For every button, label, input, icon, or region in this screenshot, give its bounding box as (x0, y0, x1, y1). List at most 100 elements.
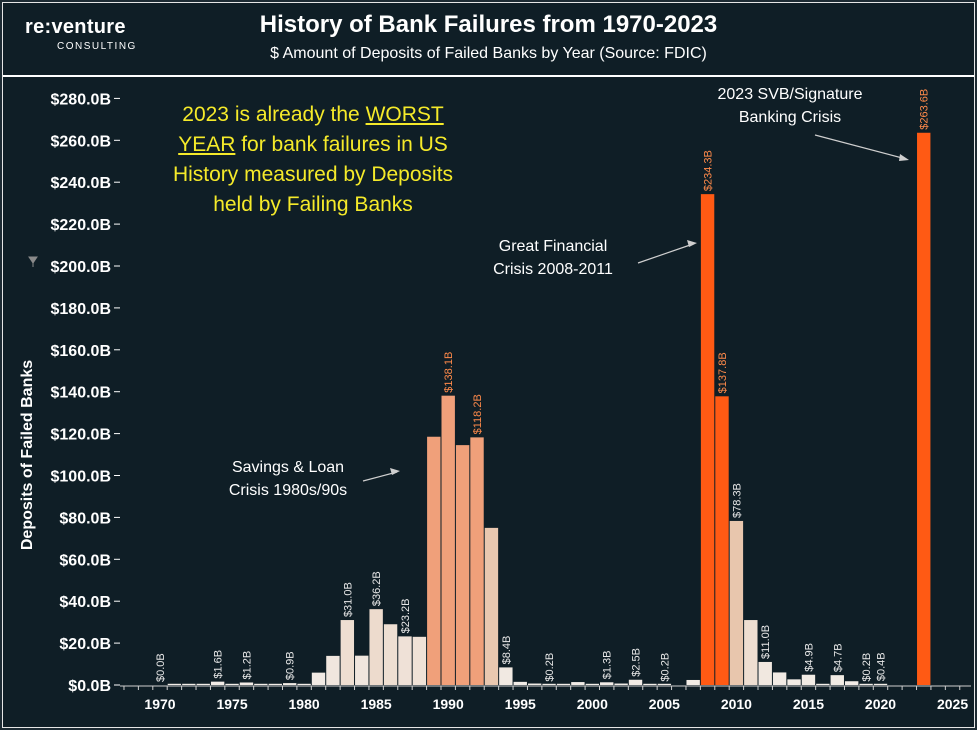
bar-1974 (210, 681, 225, 685)
bar-2020 (873, 683, 888, 685)
gfc-arrow (637, 243, 694, 264)
y-axis: $0.0B $20.0B $40.0B $60.0B $80.0B $100.0B $120… (51, 91, 120, 695)
data-label-1987: $23.2B (400, 599, 412, 634)
bar-2009 (715, 396, 729, 685)
logo: re:venture (25, 16, 126, 38)
snl-arrow (362, 471, 398, 482)
bar-2002 (614, 683, 628, 685)
bar-2008 (700, 194, 715, 685)
bar-1984 (355, 655, 369, 685)
worst-year-annotation: 2023 is already the WORST YEAR for bank … (172, 103, 454, 216)
bar-2000 (585, 683, 599, 685)
data-label-1990: $138.1B (443, 352, 455, 393)
chart-title: History of Bank Failures from 1970-2023 (259, 11, 718, 38)
y-tick-label-260: $260.0B (51, 133, 112, 150)
chart-subtitle: $ Amount of Deposits of Failed Banks by … (270, 45, 707, 62)
bar-chart: $0.0B $1.6B $1.2B $0.9B $31.0B $36.2B $23.2B $1… (19, 89, 971, 712)
bar-2019 (859, 683, 873, 685)
bar-1998 (556, 683, 571, 685)
x-tick-label-1985: 1985 (361, 696, 392, 712)
data-label-1979: $0.9B (285, 651, 297, 680)
bar-1997 (542, 683, 556, 685)
bar-1991 (455, 445, 470, 685)
x-tick-label-2005: 2005 (649, 696, 680, 712)
header: re:venture CONSULTING History of Bank Fa… (3, 3, 974, 77)
snl-annotation: Savings & Loan Crisis 1980s/90s (228, 459, 348, 499)
bar-1990 (441, 395, 455, 685)
data-label-2005: $0.2B (659, 653, 671, 682)
bar-1993 (484, 527, 499, 685)
data-label-2020: $0.4B (876, 652, 888, 681)
annotation-arrows (362, 134, 909, 482)
bar-1975 (225, 683, 239, 685)
bar-1985 (369, 609, 383, 685)
pin-icon (28, 256, 38, 267)
data-label-2010: $78.3B (731, 483, 743, 518)
data-label-2015: $4.9B (803, 643, 815, 672)
worst-year-emphasis: WORST YEAR (178, 103, 444, 156)
x-tick-label-2025: 2025 (937, 696, 968, 712)
data-label-2003: $2.5B (631, 648, 643, 677)
x-tick-label-2020: 2020 (865, 696, 896, 712)
svb-annotation: 2023 SVB/Signature Banking Crisis (717, 86, 863, 126)
x-axis: 1970 1975 1980 1985 1990 1995 2000 2005 2010 2015… (120, 685, 971, 712)
bar-1986 (383, 624, 398, 685)
bar-2013 (772, 672, 787, 685)
bar-2007 (686, 679, 700, 685)
y-tick-label-40: $40.0B (59, 594, 111, 611)
gfc-arrowhead (687, 240, 697, 247)
y-tick-label-140: $140.0B (51, 385, 112, 402)
bar-2011 (744, 620, 758, 685)
data-label-1983: $31.0B (342, 582, 354, 617)
bar-1977 (254, 683, 268, 685)
logo-subtitle: CONSULTING (57, 41, 137, 52)
bar-1989 (427, 436, 441, 685)
bar-1979 (282, 683, 297, 685)
data-label-1992: $118.2B (472, 394, 484, 434)
bar-1995 (513, 681, 527, 685)
bar-2015 (801, 674, 816, 685)
y-tick-label-160: $160.0B (51, 343, 112, 360)
data-label-2023: $263.6B (919, 89, 931, 130)
y-tick-label-180: $180.0B (51, 301, 112, 318)
bar-1996 (527, 683, 542, 685)
bar-2005 (657, 683, 672, 685)
x-tick-label-2010: 2010 (721, 696, 752, 712)
bar-2012 (758, 661, 772, 685)
y-axis-title: Deposits of Failed Banks (19, 360, 36, 550)
y-tick-label-20: $20.0B (59, 636, 111, 653)
bar-1987 (398, 636, 412, 685)
bar-1978 (268, 683, 282, 685)
bar-2014 (787, 679, 801, 685)
bar-1976 (239, 682, 254, 685)
data-label-2008: $234.3B (703, 150, 715, 191)
y-tick-label-60: $60.0B (59, 552, 111, 569)
bar-1983 (340, 620, 355, 685)
x-tick-label-1975: 1975 (216, 696, 247, 712)
data-labels-group: $0.0B $1.6B $1.2B $0.9B $31.0B $36.2B $23.2B $1… (155, 89, 931, 682)
bar-1992 (470, 437, 484, 685)
bar-2023 (917, 132, 931, 685)
x-tick-label-1990: 1990 (433, 696, 464, 712)
y-tick-label-240: $240.0B (51, 175, 112, 192)
bar-2003 (628, 679, 643, 685)
bar-1981 (311, 672, 326, 685)
data-label-1970: $0.0B (155, 653, 167, 682)
x-tick-label-1980: 1980 (289, 696, 320, 712)
data-label-1985: $36.2B (371, 571, 383, 606)
y-tick-label-80: $80.0B (59, 510, 111, 527)
data-label-1976: $1.2B (241, 651, 253, 680)
x-tick-label-1970: 1970 (144, 696, 175, 712)
gfc-annotation: Great Financial Crisis 2008-2011 (493, 238, 613, 278)
x-tick-label-1995: 1995 (505, 696, 536, 712)
data-label-1997: $0.2B (544, 653, 556, 682)
bar-1999 (571, 682, 585, 685)
bar-2017 (830, 675, 844, 685)
data-label-1974: $1.6B (213, 650, 225, 679)
bar-2016 (816, 683, 830, 685)
data-label-2017: $4.7B (832, 643, 844, 672)
bar-1980 (297, 683, 311, 685)
y-tick-label-100: $100.0B (51, 469, 112, 486)
data-label-2001: $1.3B (602, 651, 614, 680)
